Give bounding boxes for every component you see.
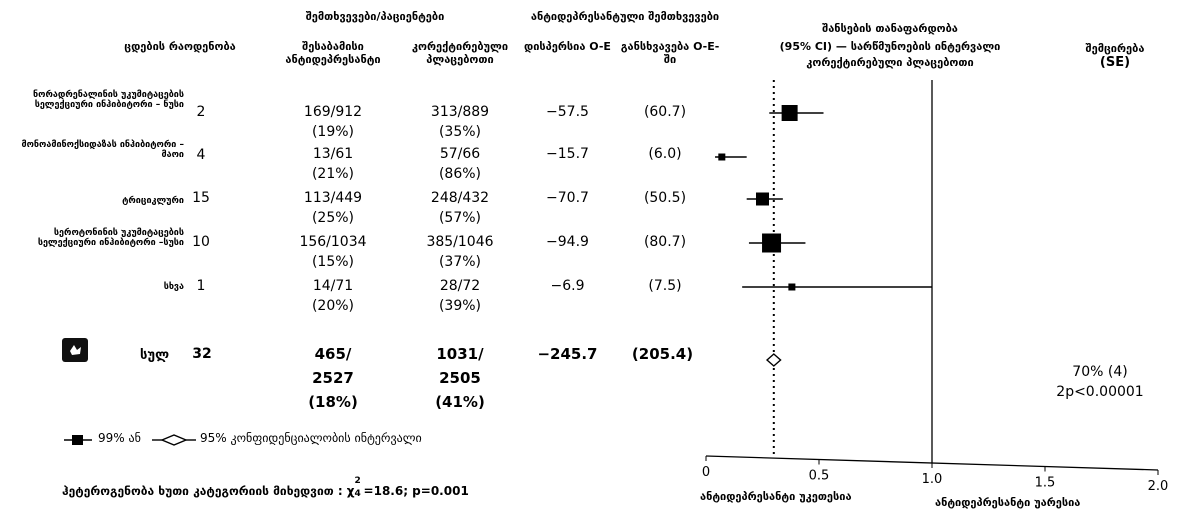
row-var: (7.5) [648,278,682,294]
legend-ci99-icon [62,432,102,446]
row-label: ნორადრენალინის უკუმიტაცების სელექციური ი… [33,90,184,110]
point-estimate [756,192,769,206]
header-antidepressant-events: ანტიდეპრესანტული შემთხვევები [530,10,720,23]
header-adjusted-placebo: კორექტირებული პლაცებოთი [411,40,509,66]
row-pl: 248/432 [430,190,490,206]
row-ad-pct: (19%) [311,124,355,140]
total-n: 32 [192,346,212,362]
row-ad: 13/61 [312,146,354,162]
x-tick-label: 1.0 [922,472,943,487]
row-var: (60.7) [643,104,687,120]
point-estimate [762,233,782,253]
point-estimate [718,153,726,161]
point-estimate [781,105,798,121]
row-ad-pct: (15%) [311,254,355,270]
row-ad: 14/71 [312,278,354,294]
total-ad: 465/ [314,345,352,363]
legend-ci95-icon [150,432,200,446]
row-ad-pct: (25%) [311,210,355,226]
row-pl-pct: (39%) [438,298,482,314]
header-reduction-se: (SE) [1099,55,1131,70]
row-pl-pct: (35%) [438,124,482,140]
total-pl-2: 2505 [439,369,481,387]
row-pl-pct: (37%) [438,254,482,270]
header-o-minus-e: დისპერსია O-E [524,40,611,53]
row-label: მონოამინოქსიდაზას ინჰიბიტორი – მაოი [21,140,184,160]
total-emblem-icon [62,338,88,362]
row-ad: 169/912 [303,104,363,120]
row-label: სეროტონინის უკუმიტაცების სელექციური ინჰი… [37,228,184,248]
row-ad: 113/449 [303,190,363,206]
row-ad-pct: (21%) [311,166,355,182]
total-ad-pct: (18%) [308,393,358,411]
total-diamond [765,353,782,367]
header-allocated-ad: შესაბამისი ანტიდეპრესანტი [285,40,381,66]
row-oe: −15.7 [546,146,589,162]
header-reduction: შემცირება [1085,42,1145,55]
header-ratio-title-1: შანსების თანაფარდობა [822,22,958,35]
x-tick-label: 0.5 [809,469,830,484]
axis-label-favours-ad: ანტიდეპრესანტი უკეთესია [700,490,852,503]
x-tick-label: 0 [702,465,710,480]
header-variance: განსხვავება O-E-ში [620,40,720,66]
header-events-patients: შემთხვევები/პაციენტები [305,10,445,23]
row-var: (50.5) [643,190,687,206]
total-ad-2: 2527 [312,369,354,387]
row-pl: 57/66 [439,146,481,162]
row-oe: −57.5 [546,104,589,120]
row-pl: 313/889 [430,104,490,120]
row-var: (80.7) [643,234,687,250]
header-n-trials: ცდების რაოდენობა [124,40,236,53]
header-ratio-title-3: კორექტირებული პლაცებოთი [806,56,974,69]
row-label: ტრიციკლური [122,196,184,206]
point-estimate [788,283,796,291]
row-ad: 156/1034 [299,234,367,250]
row-n: 1 [196,278,206,294]
total-label: სულ [140,348,170,363]
row-pl-pct: (86%) [438,166,482,182]
row-n: 15 [192,190,210,206]
header-ratio-title-2: (95% CI) — სარწმუნოების ინტერვალი [779,40,1001,53]
row-pl-pct: (57%) [438,210,482,226]
total-pl-pct: (41%) [435,393,485,411]
row-pl: 385/1046 [426,234,494,250]
axis-label-favours-pl: ანტიდეპრესანტი უარესია [935,496,1081,509]
row-n: 10 [192,234,210,250]
total-reduction: 70% (4) [1072,364,1128,380]
row-oe: −6.9 [550,278,585,294]
total-oe: −245.7 [537,345,598,363]
row-oe: −70.7 [546,190,589,206]
row-n: 4 [196,147,206,163]
total-var: (205.4) [631,345,694,363]
legend-ci95-label: 95% კონფიდენციალობის ინტერვალი [200,431,422,445]
total-p-value: 2p<0.00001 [1056,384,1144,400]
row-ad-pct: (20%) [311,298,355,314]
total-pl: 1031/ [436,345,484,363]
heterogeneity-text: ჰეტეროგენობა ხუთი კატეგორიის მიხედვით : … [62,476,469,499]
row-label: სხვა [163,282,184,292]
x-tick-label: 1.5 [1035,476,1056,491]
row-var: (6.0) [648,146,682,162]
legend-ci99-label: 99% ან [98,431,141,445]
row-pl: 28/72 [439,278,481,294]
row-n: 2 [196,104,206,120]
row-oe: −94.9 [546,234,589,250]
x-tick-label: 2.0 [1148,479,1169,494]
